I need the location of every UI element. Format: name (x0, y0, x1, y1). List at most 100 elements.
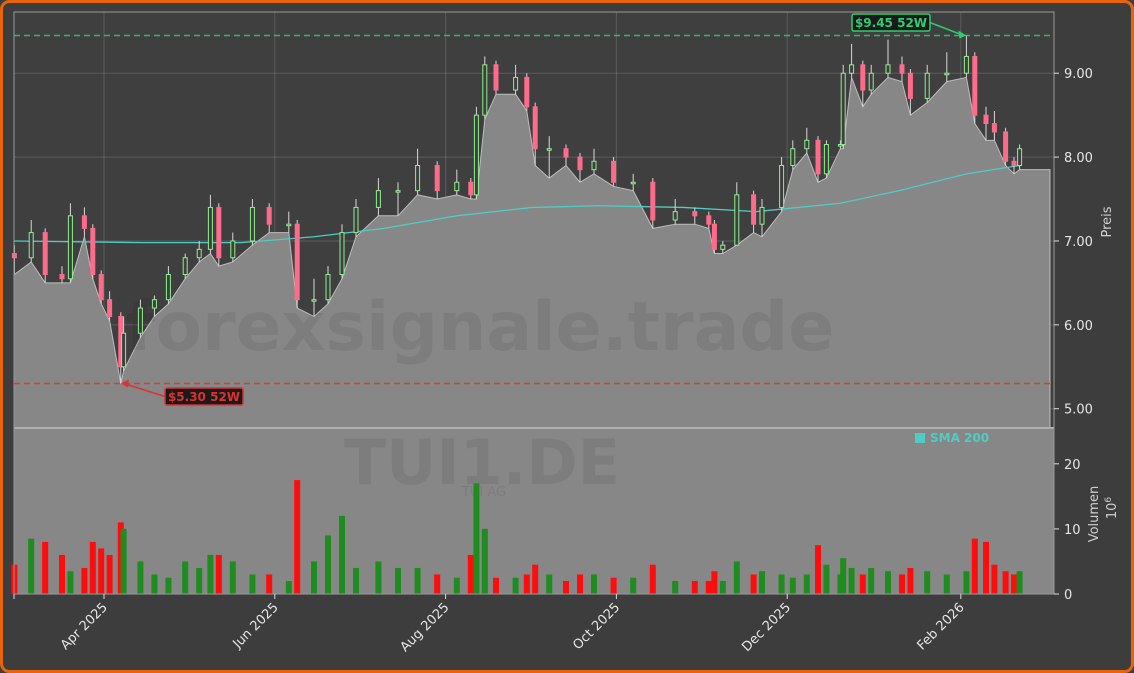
candle-body-down (611, 160, 617, 183)
candle-body-down (907, 72, 913, 99)
candle (983, 106, 989, 141)
candle (415, 148, 421, 195)
candle (98, 270, 104, 304)
volume-bar (395, 567, 401, 594)
candle (924, 64, 930, 103)
candle (42, 228, 48, 283)
price-tick-label: 7.00 (1064, 235, 1093, 250)
candle-body-up (67, 215, 73, 280)
candle-body-up (353, 206, 359, 234)
volume-bar (778, 574, 785, 594)
candle (339, 224, 345, 279)
volume-bar (630, 577, 637, 594)
volume-bars (11, 480, 1023, 594)
candle (759, 199, 765, 237)
candle (28, 220, 34, 262)
price-axis-label: Preis (1100, 206, 1115, 237)
candle (650, 178, 656, 229)
candle (375, 178, 381, 216)
candle-body-up (165, 274, 171, 301)
volume-bar (434, 574, 441, 594)
volume-bar (532, 564, 539, 594)
candle-body-up (672, 211, 678, 221)
candle (868, 64, 874, 95)
candle-body-up (885, 64, 891, 74)
volume-bar (151, 574, 158, 594)
volume-bar (1002, 571, 1009, 594)
volume-bar (311, 561, 317, 594)
volume-bar (750, 574, 757, 594)
volume-bar (473, 483, 480, 594)
candle-body-down (468, 181, 474, 196)
volume-bar (493, 577, 499, 594)
plot-border (13, 11, 1055, 595)
watermark-site: forexsignale.trade (126, 288, 835, 367)
volume-bar (823, 564, 830, 594)
volume-bar (1011, 574, 1017, 594)
candle-body-down (983, 114, 989, 125)
candle-body-down (524, 76, 530, 108)
candle-body-up (121, 332, 127, 368)
legend-swatch-sma-200 (915, 433, 925, 443)
candle-body-up (137, 307, 143, 334)
price-tick-label: 8.00 (1064, 151, 1093, 166)
candle (59, 266, 65, 283)
volume-bar (106, 554, 113, 594)
candle-body-down (860, 64, 866, 91)
candle-body-up (837, 144, 843, 147)
volume-bar (196, 567, 203, 594)
candle (720, 240, 726, 254)
volume-unit-base: 10 (1105, 503, 1120, 520)
candle-body-down (1011, 160, 1017, 166)
sma-200-line (14, 164, 1020, 244)
volume-bar (28, 538, 35, 594)
candle-body-up (720, 244, 726, 250)
candle-body-up (339, 232, 345, 276)
candle (591, 148, 597, 174)
volume-bar (67, 571, 74, 594)
candle-body-up (375, 190, 381, 208)
candle (672, 199, 678, 225)
candle-body-up (286, 223, 292, 227)
candle-body-up (630, 181, 636, 185)
candle (473, 106, 479, 200)
candle (577, 152, 583, 183)
candle (137, 299, 143, 338)
candle (216, 203, 222, 267)
candle-body-down (899, 64, 905, 74)
candle-body-down (563, 148, 569, 158)
candle (840, 64, 846, 149)
candle (963, 35, 969, 78)
volume-bar (42, 541, 49, 594)
price-area (13, 76, 1051, 429)
candle (611, 157, 617, 187)
candle (991, 110, 997, 141)
annotation-arrowhead (958, 30, 967, 39)
candle (90, 224, 96, 279)
candle (815, 136, 821, 183)
volume-bar (512, 577, 519, 594)
candle-body-down (216, 206, 222, 259)
candle (907, 69, 913, 116)
candle-body-down (706, 215, 712, 225)
candle-body-up (734, 194, 740, 246)
candle-body-down (972, 55, 978, 116)
candle-body-down (59, 274, 65, 280)
candle (294, 220, 300, 309)
candle (434, 161, 440, 200)
candle (524, 73, 530, 111)
candle (266, 203, 272, 233)
candle-body-down (493, 64, 499, 91)
candle (67, 203, 73, 283)
candle-body-up (591, 160, 597, 171)
candle (899, 56, 905, 82)
candle (860, 60, 866, 107)
candle (630, 173, 636, 191)
volume-bar (672, 580, 679, 594)
candle-body-down (1003, 131, 1009, 162)
volume-bar (649, 564, 656, 594)
candle-body-down (815, 139, 821, 175)
candle-body-up (28, 232, 34, 259)
volume-bar (98, 548, 105, 594)
